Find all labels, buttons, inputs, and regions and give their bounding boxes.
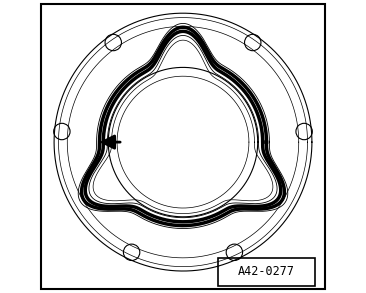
Text: A42-0277: A42-0277 bbox=[238, 265, 295, 278]
Bar bbox=[218, 258, 315, 286]
